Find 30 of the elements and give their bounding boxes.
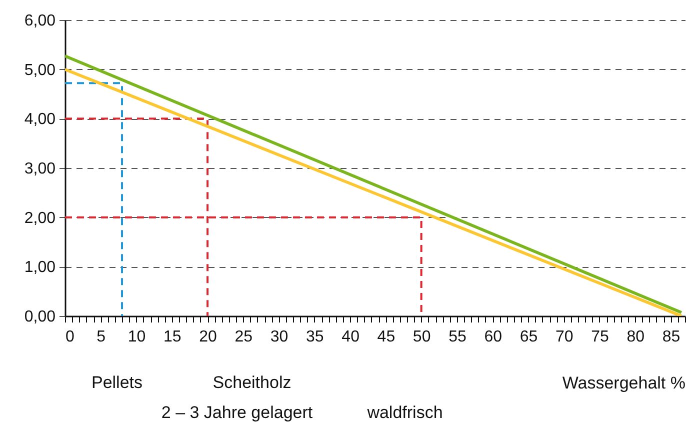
x-tick-label: 60 (484, 328, 502, 346)
x-tick-label: 25 (234, 328, 253, 346)
x-tick-label: 0 (66, 328, 74, 346)
x-tick-label: 80 (626, 328, 645, 346)
x-tick-label: 15 (164, 328, 182, 346)
text: 2 – 3 Jahre gelagert (161, 403, 313, 422)
x-tick-label: 50 (412, 328, 431, 346)
y-tick-label: 6,00 (24, 12, 56, 30)
y-tick-label: 3,00 (24, 160, 56, 178)
x-tick-label: 20 (199, 328, 218, 346)
y-tick-label: 5,00 (24, 62, 56, 79)
text: Scheitholz (212, 373, 292, 392)
x-tick-label: 70 (555, 328, 574, 346)
x-tick-label: 10 (128, 328, 146, 346)
y-tick-label: 2,00 (24, 210, 56, 227)
x-tick-label: 75 (591, 328, 609, 346)
text: Pellets (91, 373, 143, 392)
x-tick-label: 85 (662, 328, 680, 346)
x-tick-label: 45 (377, 328, 396, 346)
y-tick-label: 4,00 (24, 111, 56, 128)
x-tick-label: 5 (96, 328, 106, 346)
x-tick-label: 40 (342, 328, 360, 346)
y-tick-label: 1,00 (24, 259, 56, 276)
x-tick-label: 35 (306, 328, 324, 346)
text: waldfrisch (366, 403, 443, 422)
y-tick-label: 0,00 (24, 308, 56, 326)
x-axis-title: Wassergehalt % (562, 374, 686, 392)
x-tick-label: 55 (448, 328, 466, 346)
x-tick-label: 65 (520, 328, 538, 346)
x-tick-label: 30 (270, 328, 288, 346)
